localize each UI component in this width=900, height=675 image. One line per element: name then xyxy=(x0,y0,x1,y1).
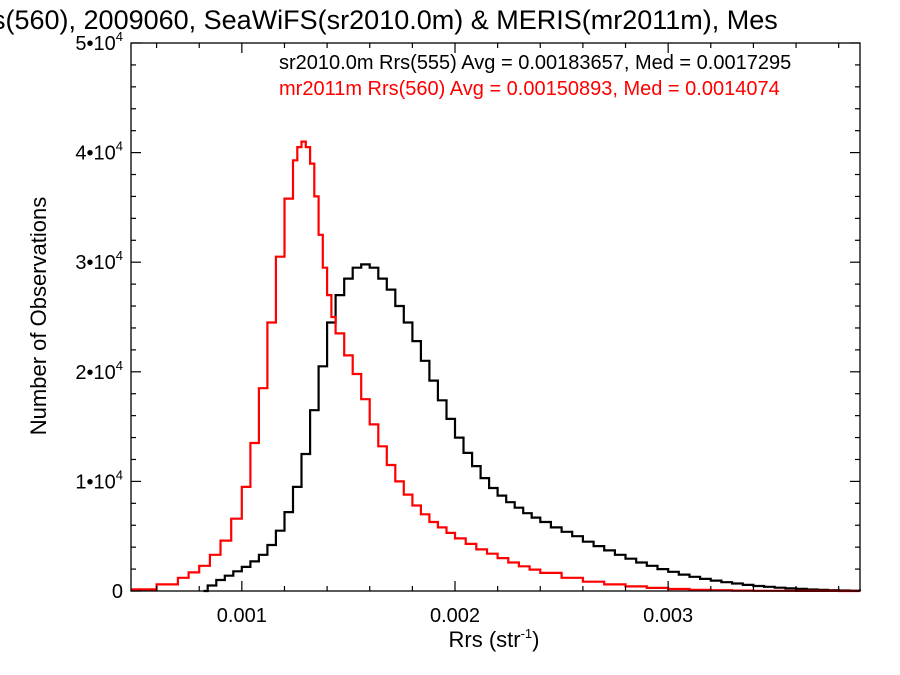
tick-labels: 0.001 0.002 0.003 0 1•104 2•104 3•104 4•104 5•10… xyxy=(75,29,693,627)
y-tick-label: 1•104 xyxy=(75,467,123,493)
x-tick-label: 0.003 xyxy=(643,605,693,627)
series-line-1 xyxy=(131,140,860,593)
x-tick-label: 0.002 xyxy=(430,605,480,627)
series-layer xyxy=(131,140,862,593)
x-tick-label: 0.001 xyxy=(217,605,267,627)
y-tick-label: 3•104 xyxy=(75,248,123,274)
tick-marks xyxy=(131,42,860,592)
legend-entry-mr2011: mr2011m Rrs(560) Avg = 0.00150893, Med =… xyxy=(279,78,780,100)
y-tick-label: 4•104 xyxy=(75,139,123,165)
chart-title: s(560), 2009060, SeaWiFS(sr2010.0m) & ME… xyxy=(0,5,778,35)
y-tick-label: 0 xyxy=(112,581,123,603)
x-axis-title-superscript: -1 xyxy=(521,626,533,641)
y-tick-label: 2•104 xyxy=(75,358,123,384)
y-tick-label: 5•104 xyxy=(75,29,123,55)
x-axis-title-main: Rrs (str xyxy=(449,627,521,652)
series-line-0 xyxy=(203,263,862,593)
y-axis-title: Number of Observations xyxy=(26,197,51,435)
x-axis-title: Rrs (str-1) xyxy=(449,626,540,652)
x-axis-title-close: ) xyxy=(532,627,539,652)
plot-frame xyxy=(130,42,861,592)
legend-entry-sr2010: sr2010.0m Rrs(555) Avg = 0.00183657, Med… xyxy=(279,52,791,74)
